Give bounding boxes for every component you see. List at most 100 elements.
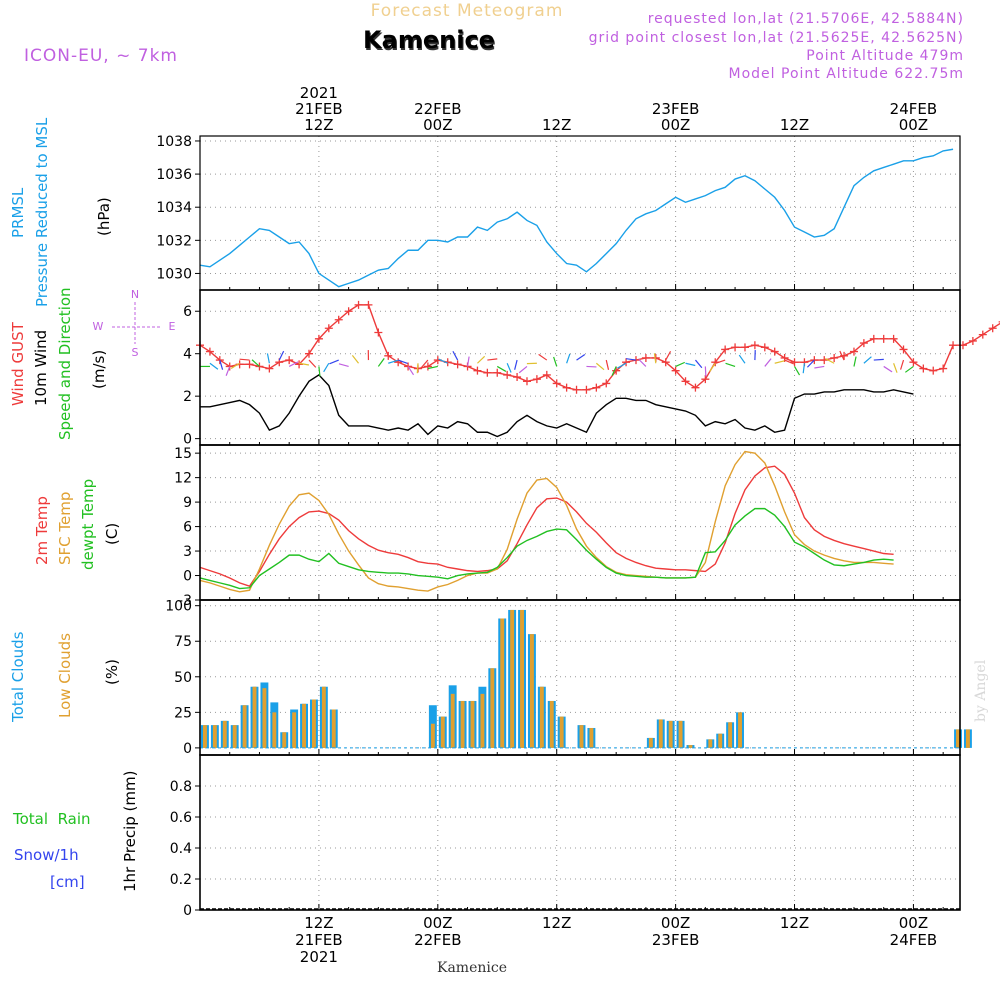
panel-frame-temperature xyxy=(199,444,961,601)
y-tick-label: -3 xyxy=(178,593,192,609)
y-tick-label: 0 xyxy=(183,903,192,919)
wind-direction-arrow xyxy=(725,362,736,368)
wind-direction-arrow xyxy=(239,358,250,361)
wind-direction-arrow xyxy=(617,362,627,369)
low-cloud-bar xyxy=(203,725,207,748)
gust-marker xyxy=(344,307,353,316)
wind-direction-arrow xyxy=(351,355,360,364)
gust-marker xyxy=(622,358,631,367)
y-tick-label: 0 xyxy=(183,741,192,757)
wind-direction-arrow xyxy=(308,359,317,368)
gust-marker xyxy=(453,360,462,369)
footer-location: Kamenice xyxy=(437,960,507,976)
bottom-time-label: 00Z xyxy=(899,914,928,932)
gust-marker xyxy=(790,358,799,367)
gust-marker xyxy=(731,343,740,352)
wind-direction-arrow xyxy=(839,350,845,361)
wind-direction-arrow xyxy=(883,365,893,373)
low-cloud-bar xyxy=(956,729,960,748)
gust-marker xyxy=(770,347,779,356)
low-cloud-bar xyxy=(460,700,465,748)
wind-direction-arrow xyxy=(893,363,898,373)
wind-direction-arrow xyxy=(397,359,408,365)
low-cloud-bar xyxy=(520,609,524,748)
wind-direction-arrow xyxy=(873,358,884,361)
gust-marker xyxy=(701,375,710,384)
y-tick-label: 2 xyxy=(183,389,192,405)
top-time-label: 12Z xyxy=(542,116,571,134)
top-time-label: 12Z xyxy=(304,116,333,134)
compass-west: W xyxy=(93,320,104,333)
snow-label: Snow/1h xyxy=(14,846,79,864)
panel-precip: 0 0.2 0.4 0.6 0.8 xyxy=(170,754,961,919)
top-time-label: 23FEB xyxy=(652,100,699,118)
y-tick-label: 9 xyxy=(183,495,192,511)
low-cloud-bar xyxy=(311,699,316,748)
gust-marker xyxy=(671,366,680,375)
low-cloud-bar xyxy=(549,700,554,748)
panel-frame-wind xyxy=(199,289,961,446)
gust-marker xyxy=(949,341,958,350)
low-cloud-bar xyxy=(510,609,515,748)
compass-rose: N S W E xyxy=(93,288,176,359)
gust-marker xyxy=(810,356,819,365)
gust-marker xyxy=(503,370,512,379)
top-time-label: 21FEB xyxy=(295,100,342,118)
wind-direction-arrow xyxy=(298,362,310,366)
gust-marker xyxy=(840,351,849,360)
wind-direction-arrow xyxy=(278,350,285,361)
low-cloud-bar xyxy=(331,709,336,748)
requested-coords: requested lon,lat (21.5706E, 42.5884N) xyxy=(648,11,964,27)
low-cloud-bar xyxy=(658,719,663,748)
top-time-label: 24FEB xyxy=(890,100,937,118)
wind-direction-arrow xyxy=(329,359,339,365)
wind-direction-arrow xyxy=(704,366,707,377)
low-cloud-bar xyxy=(232,725,237,748)
gust-marker xyxy=(760,343,769,352)
gust-marker xyxy=(493,368,502,377)
wind-direction-arrow xyxy=(853,356,857,367)
gust-marker xyxy=(592,383,601,392)
series-line-temperature-2 xyxy=(199,507,894,590)
top-time-label: 00Z xyxy=(899,116,928,134)
gust-marker xyxy=(691,383,700,392)
y-tick-label: 1032 xyxy=(156,233,192,249)
gust-marker xyxy=(364,300,373,309)
wind-direction-arrow xyxy=(388,359,399,364)
gust-marker xyxy=(602,379,611,388)
chart-title: Forecast Meteogram xyxy=(371,1,564,21)
gust-marker xyxy=(869,334,878,343)
low-cloud-bar xyxy=(529,634,534,748)
wind-direction-arrow xyxy=(806,359,815,368)
wind-direction-arrow xyxy=(416,363,419,374)
y-tick-label: 0 xyxy=(183,569,192,585)
gust-marker xyxy=(522,377,531,386)
top-time-label: 00Z xyxy=(661,116,690,134)
gust-marker xyxy=(750,341,759,350)
wind-direction-arrow xyxy=(694,359,703,369)
y-tick-label: 15 xyxy=(174,446,192,462)
wind-direction-arrow xyxy=(665,351,672,361)
wind-direction-arrow xyxy=(288,361,299,367)
gust-label: Wind GUST xyxy=(9,321,27,406)
bottom-time-label: 21FEB xyxy=(295,931,342,949)
low-cloud-bar xyxy=(262,688,267,748)
wind-direction-arrow xyxy=(323,362,330,373)
dewpt-label: dewpt Temp xyxy=(79,479,97,570)
wind-direction-arrow xyxy=(219,359,224,370)
wind-direction-arrow xyxy=(605,359,610,370)
top-time-label: 2021 xyxy=(300,84,338,102)
y-tick-label: 25 xyxy=(174,705,192,721)
gust-marker xyxy=(929,366,938,375)
gridpoint-coords: grid point closest lon,lat (21.5625E, 42… xyxy=(589,30,964,46)
low-cloud-bar xyxy=(292,712,297,748)
temp2m-label: 2m Temp xyxy=(33,496,51,565)
gust-marker xyxy=(612,366,621,375)
gust-marker xyxy=(334,315,343,324)
prmsl-label: PRMSL xyxy=(9,187,27,238)
panel-clouds: 0 25 50 75 100 xyxy=(165,599,972,757)
watermark: by Angel xyxy=(973,659,989,722)
model-name: ICON-EU, ~ 7km xyxy=(24,46,178,66)
wind-direction-arrow xyxy=(438,358,448,364)
wind-direction-arrow xyxy=(825,358,835,364)
